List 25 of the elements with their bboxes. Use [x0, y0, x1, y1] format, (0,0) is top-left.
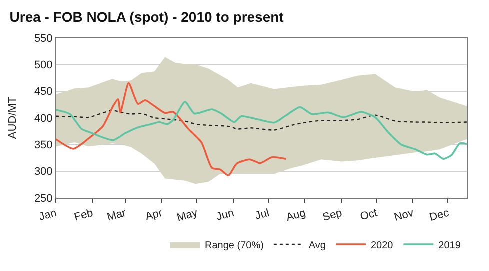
y-tick-label: 300: [34, 166, 53, 178]
x-tick-label: Sep: [322, 207, 344, 224]
y-tick-label: 400: [34, 112, 53, 125]
y-tick-label: 250: [34, 192, 53, 205]
x-tick-label: Nov: [393, 207, 416, 224]
legend-label: 2020: [370, 240, 394, 252]
y-tick-label: 450: [34, 86, 53, 98]
y-axis-title: AUD/MT: [7, 96, 20, 140]
y-tick-label: 350: [34, 140, 53, 152]
x-tick-label: Aug: [285, 207, 308, 224]
chart-title: Urea - FOB NOLA (spot) - 2010 to present: [10, 8, 284, 25]
legend-label: Range (70%): [205, 240, 264, 252]
legend-label: Avg: [308, 240, 326, 252]
x-tick-label: Jun: [215, 207, 236, 224]
x-tick-label: Dec: [428, 207, 451, 224]
y-tick-label: 550: [34, 32, 53, 45]
x-tick-label: Jul: [254, 207, 271, 223]
x-tick-label: Mar: [106, 207, 128, 224]
legend-label: 2019: [438, 240, 462, 252]
x-tick-label: Feb: [73, 207, 95, 224]
x-tick-label: Oct: [359, 207, 379, 224]
x-tick-label: Jan: [38, 207, 58, 224]
x-tick-label: May: [176, 207, 200, 224]
y-tick-label: 500: [34, 60, 53, 72]
x-tick-label: Apr: [144, 207, 164, 224]
